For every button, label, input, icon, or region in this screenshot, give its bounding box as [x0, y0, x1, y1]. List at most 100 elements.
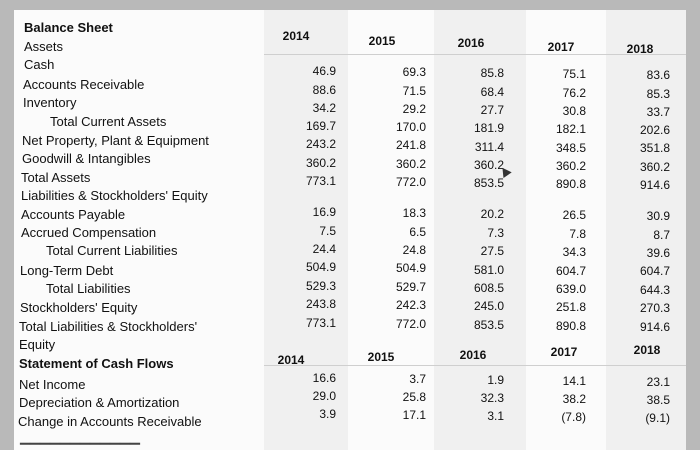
year-2016: 2016 — [457, 36, 485, 50]
liability-value-r1-c0: 7.5 — [319, 223, 336, 238]
cashflow-value-r1-c2: 32.3 — [480, 391, 504, 406]
cashflow-value-r2-c4: (9.1) — [645, 410, 670, 425]
column-2016-shade — [434, 10, 526, 450]
cashflow-value-r0-c2: 1.9 — [487, 373, 504, 388]
label-goodwill: Goodwill & Intangibles — [22, 151, 151, 166]
liability-value-r5-c3: 251.8 — [555, 300, 586, 315]
liability-value-r4-c3: 639.0 — [555, 281, 586, 296]
cashflow-value-r1-c0: 29.0 — [312, 389, 336, 403]
liability-value-r0-c2: 20.2 — [480, 207, 504, 222]
asset-value-r1-c1: 71.5 — [402, 83, 426, 98]
spreadsheet: Balance Sheet 2014 2015 2016 2017 2018 A… — [14, 10, 686, 450]
liability-value-r3-c1: 504.9 — [395, 261, 426, 276]
label-depreciation: Depreciation & Amortization — [19, 395, 180, 410]
label-total-current-liabilities: Total Current Liabilities — [46, 243, 178, 258]
column-2014-shade — [264, 10, 348, 450]
liability-value-r0-c3: 26.5 — [562, 208, 586, 223]
liability-value-r2-c1: 24.8 — [402, 243, 426, 258]
label-net-income: Net Income — [19, 377, 86, 392]
asset-value-r2-c0: 34.2 — [312, 100, 336, 115]
liability-value-r3-c2: 581.0 — [473, 262, 504, 277]
balance-sheet-title: Balance Sheet — [24, 20, 113, 35]
asset-value-r4-c4: 351.8 — [639, 141, 670, 156]
cashflow-value-r0-c3: 14.1 — [562, 374, 586, 389]
liability-value-r2-c0: 24.4 — [312, 242, 336, 256]
year-2017: 2017 — [547, 40, 575, 54]
header-divider — [264, 54, 686, 55]
label-equity: Equity — [19, 337, 56, 352]
asset-value-r5-c1: 360.2 — [395, 156, 426, 171]
asset-value-r6-c4: 914.6 — [639, 178, 670, 193]
asset-value-r5-c2: 360.2 — [473, 157, 504, 172]
label-accrued-compensation: Accrued Compensation — [21, 225, 157, 240]
liability-value-r3-c3: 604.7 — [555, 263, 586, 278]
label-stockholders-equity: Stockholders' Equity — [20, 300, 138, 315]
asset-value-r6-c2: 853.5 — [473, 176, 504, 191]
asset-value-r5-c4: 360.2 — [639, 159, 670, 174]
asset-value-r3-c1: 170.0 — [395, 120, 426, 135]
liability-value-r2-c2: 27.5 — [480, 244, 504, 259]
asset-value-r2-c4: 33.7 — [646, 104, 670, 119]
year-2018: 2018 — [626, 42, 654, 56]
label-assets: Assets — [24, 39, 64, 54]
label-long-term-debt: Long-Term Debt — [20, 263, 114, 278]
cf-year-2014: 2014 — [277, 353, 305, 367]
label-cash: Cash — [24, 57, 55, 72]
liability-value-r6-c1: 772.0 — [395, 316, 426, 331]
liability-value-r5-c0: 243.8 — [305, 297, 336, 312]
asset-value-r6-c1: 772.0 — [395, 175, 426, 190]
label-change-ar: Change in Accounts Receivable — [18, 414, 202, 429]
asset-value-r4-c3: 348.5 — [555, 140, 586, 155]
liability-value-r1-c2: 7.3 — [487, 225, 504, 240]
asset-value-r3-c0: 169.7 — [305, 119, 336, 134]
asset-value-r3-c4: 202.6 — [639, 123, 670, 138]
column-2018-shade — [606, 10, 686, 450]
cf-year-2017: 2017 — [550, 345, 578, 359]
liability-value-r0-c1: 18.3 — [402, 206, 426, 221]
asset-value-r1-c4: 85.3 — [646, 86, 670, 101]
label-liabilities-equity: Liabilities & Stockholders' Equity — [21, 188, 208, 203]
liability-value-r1-c4: 8.7 — [653, 227, 670, 242]
liability-value-r3-c4: 604.7 — [639, 264, 670, 279]
cashflow-value-r2-c3: (7.8) — [561, 409, 586, 424]
asset-value-r4-c2: 311.4 — [474, 139, 504, 154]
cashflow-value-r2-c0: 3.9 — [319, 406, 336, 421]
asset-value-r6-c3: 890.8 — [555, 177, 586, 192]
liability-value-r4-c4: 644.3 — [639, 282, 670, 297]
asset-value-r2-c3: 30.8 — [562, 103, 586, 118]
liability-value-r2-c4: 39.6 — [646, 246, 670, 261]
liability-value-r6-c2: 853.5 — [473, 317, 504, 332]
liability-value-r0-c4: 30.9 — [646, 209, 670, 224]
cashflow-value-r1-c4: 38.5 — [646, 393, 670, 408]
liability-value-r6-c0: 773.1 — [305, 315, 336, 330]
label-accounts-receivable: Accounts Receivable — [23, 77, 145, 92]
cashflow-value-r2-c2: 3.1 — [487, 408, 504, 423]
asset-value-r1-c3: 76.2 — [562, 85, 586, 100]
cashflow-value-r1-c3: 38.2 — [562, 392, 586, 407]
year-2014: 2014 — [282, 29, 310, 43]
liability-value-r0-c0: 16.9 — [312, 205, 336, 220]
asset-value-r6-c0: 773.1 — [305, 174, 336, 188]
asset-value-r0-c1: 69.3 — [402, 65, 426, 80]
liability-value-r5-c4: 270.3 — [639, 301, 670, 316]
liability-value-r4-c1: 529.7 — [395, 279, 426, 294]
label-total-assets: Total Assets — [21, 170, 91, 185]
cf-year-2015: 2015 — [367, 350, 395, 364]
liability-value-r4-c0: 529.3 — [305, 278, 336, 293]
liability-value-r5-c2: 245.0 — [473, 299, 504, 314]
liability-value-r1-c1: 6.5 — [409, 224, 426, 239]
label-accounts-payable: Accounts Payable — [21, 207, 126, 222]
asset-value-r0-c4: 83.6 — [646, 68, 670, 83]
cash-flow-header-divider — [264, 365, 686, 366]
asset-value-r5-c0: 360.2 — [305, 155, 336, 170]
liability-value-r3-c0: 504.9 — [305, 260, 336, 275]
cf-year-2016: 2016 — [459, 348, 487, 362]
label-inventory: Inventory — [23, 95, 77, 110]
asset-value-r4-c1: 241.8 — [395, 138, 426, 153]
asset-value-r4-c0: 243.2 — [305, 137, 336, 152]
liability-value-r5-c1: 242.3 — [395, 298, 426, 313]
year-2015: 2015 — [368, 34, 396, 48]
asset-value-r3-c3: 182.1 — [555, 122, 586, 137]
asset-value-r0-c3: 75.1 — [562, 67, 586, 82]
asset-value-r3-c2: 181.9 — [473, 121, 504, 136]
